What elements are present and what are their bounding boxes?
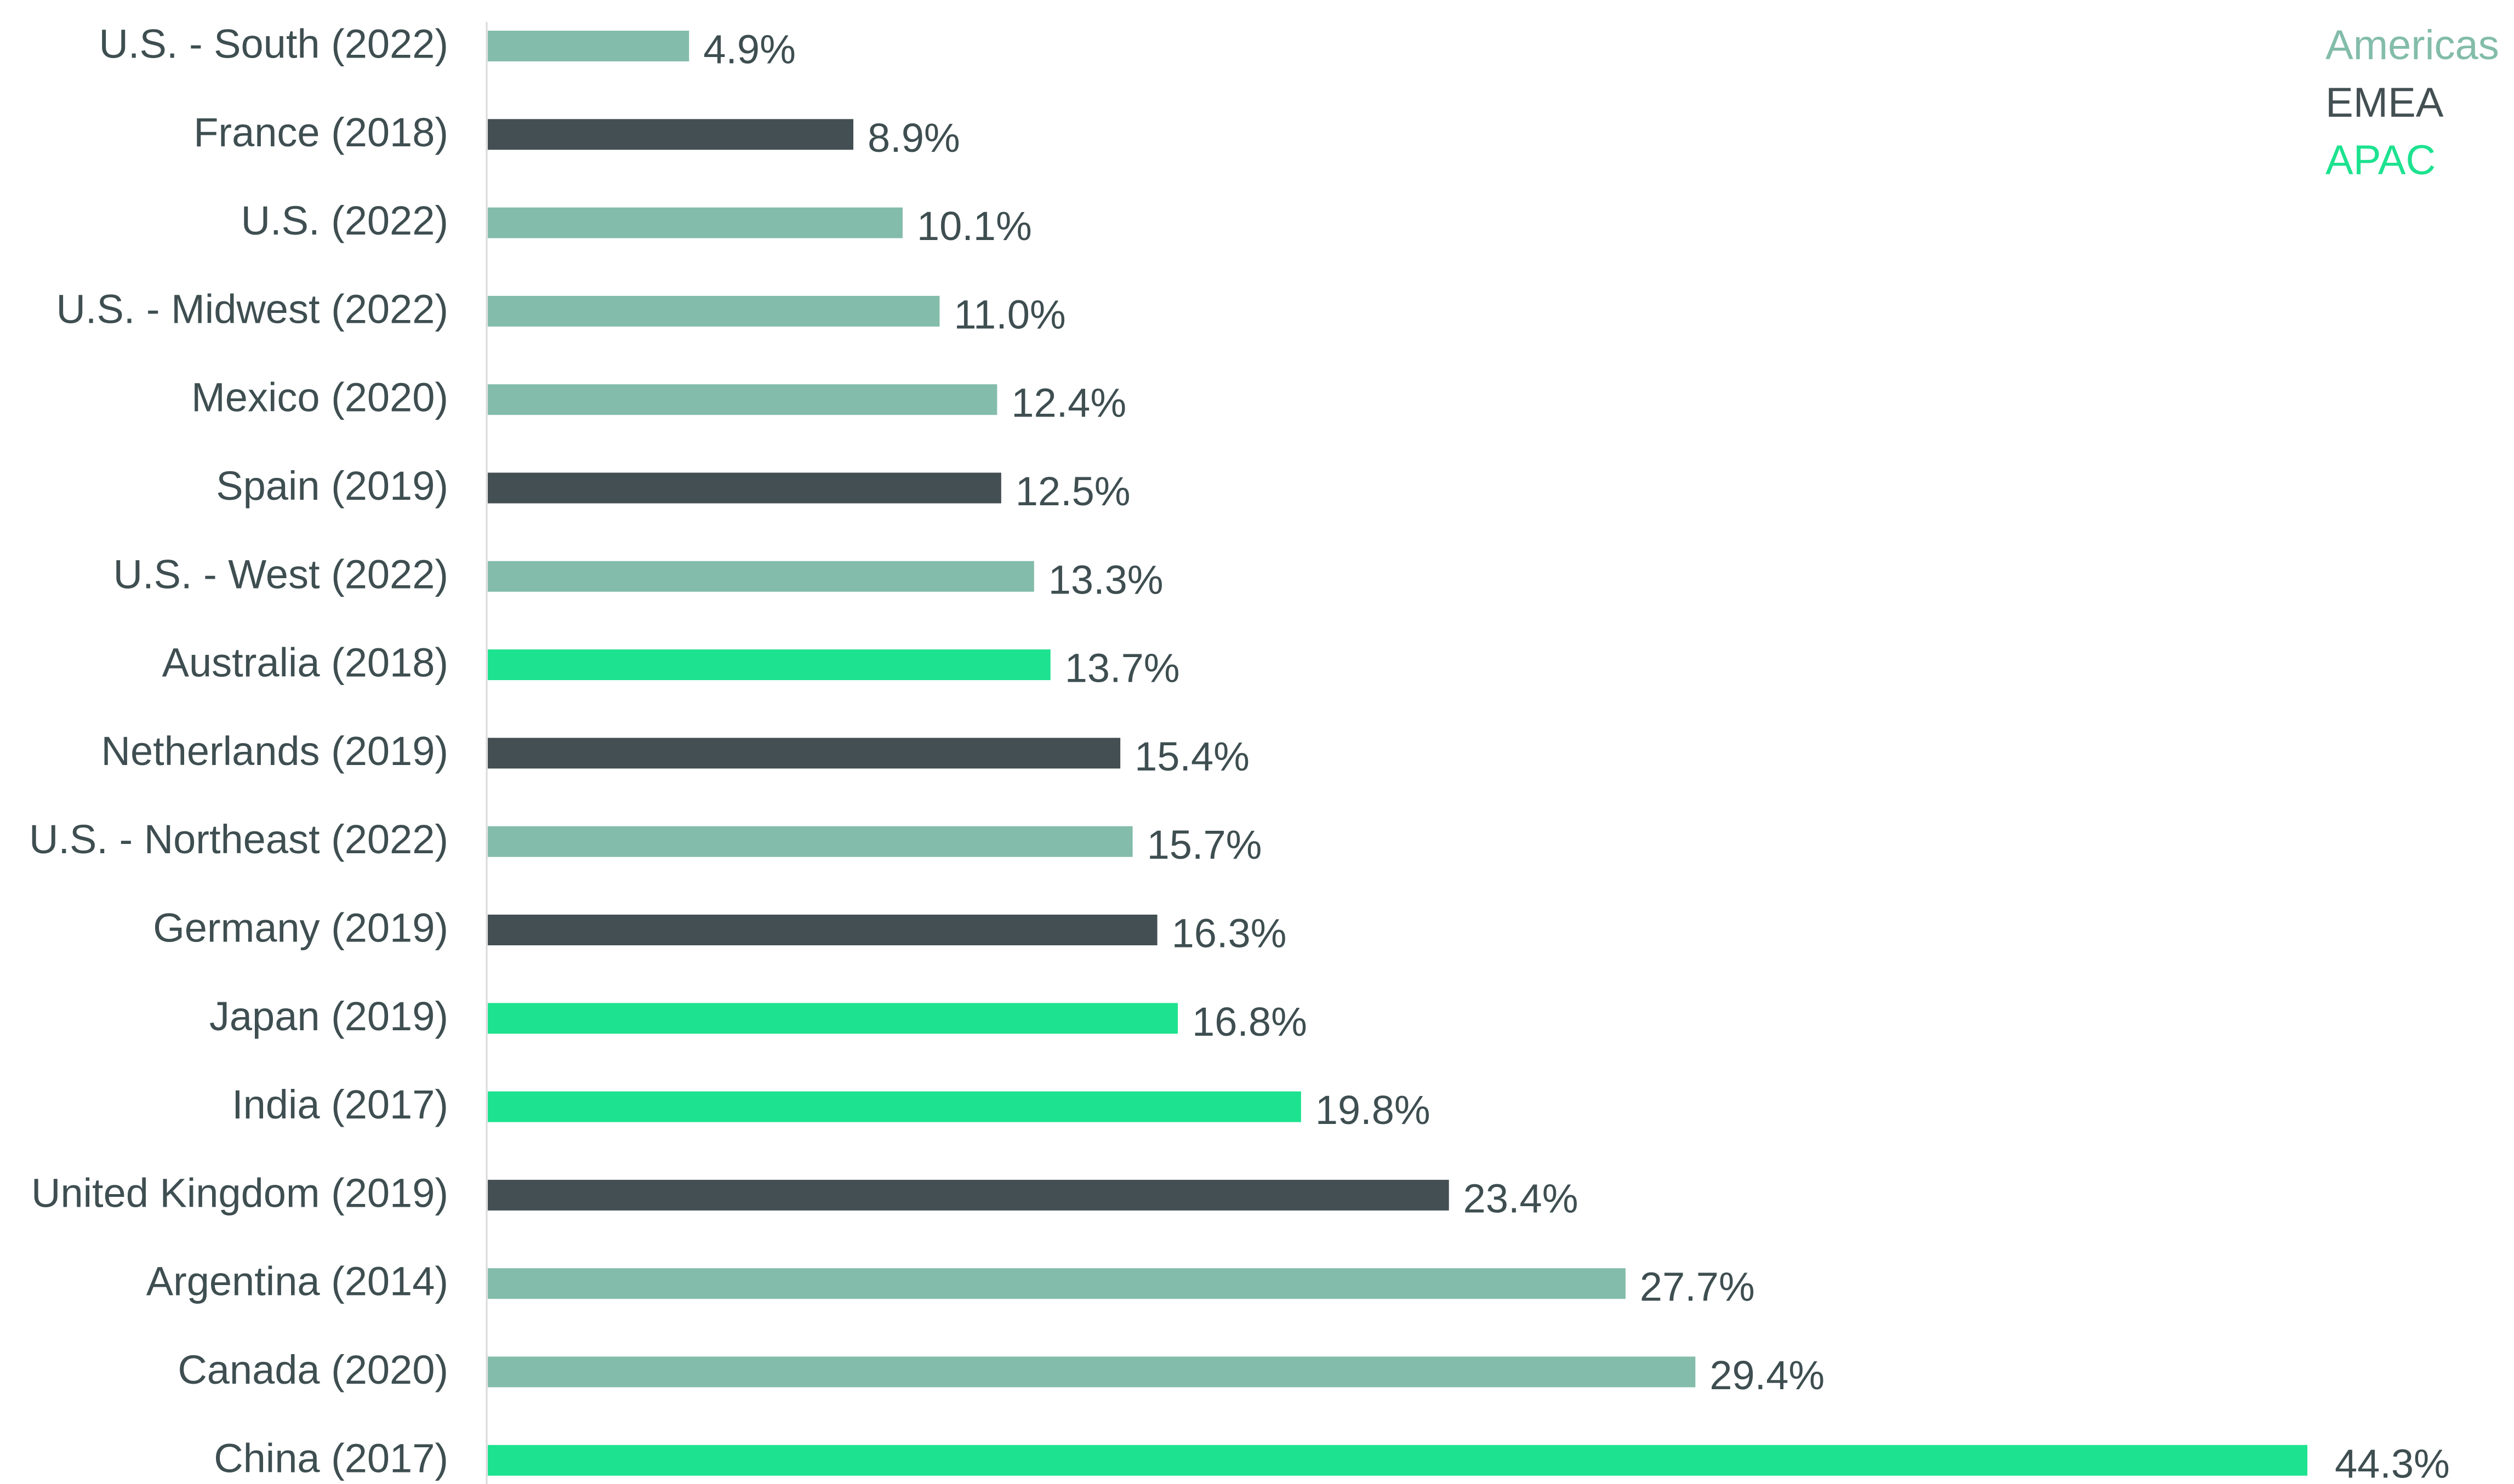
value-labels: 4.9% 8.9% 10.1% 11.0% 12.4% 12.5% 13.3% 13.7% 15… (703, 27, 2450, 1484)
bar (488, 915, 1158, 945)
legend-entry-emea: EMEA (2325, 79, 2444, 126)
category-label: U.S. (2022) (241, 198, 448, 243)
value-label: 16.3% (1172, 911, 1287, 956)
bar (488, 207, 903, 238)
legend-entry-americas: Americas (2325, 22, 2499, 69)
legend: Americas EMEA APAC (2325, 22, 2499, 184)
value-label: 10.1% (917, 203, 1032, 249)
value-label: 13.7% (1065, 646, 1180, 691)
category-label: India (2017) (232, 1082, 448, 1127)
value-label: 16.8% (1192, 999, 1307, 1044)
bar (488, 1268, 1626, 1299)
value-label: 8.9% (868, 115, 960, 161)
value-label: 12.5% (1016, 469, 1131, 514)
category-label: U.S. - South (2022) (99, 21, 448, 67)
legend-entry-apac: APAC (2325, 137, 2436, 184)
bar (488, 738, 1121, 769)
category-label: Australia (2018) (162, 640, 448, 686)
bar (488, 1179, 1449, 1211)
value-label: 4.9% (703, 27, 796, 72)
bar (488, 119, 853, 150)
category-label: China (2017) (214, 1435, 448, 1481)
value-label: 15.7% (1147, 822, 1262, 867)
bar (488, 1356, 1696, 1388)
category-label: Japan (2019) (209, 994, 448, 1039)
value-label: 15.4% (1135, 734, 1250, 779)
bar (488, 826, 1133, 857)
category-label: France (2018) (193, 110, 448, 155)
bar (488, 649, 1051, 681)
bar (488, 295, 940, 327)
category-label: U.S. - West (2022) (113, 551, 448, 597)
value-label: 19.8% (1315, 1087, 1430, 1133)
category-label: Spain (2019) (216, 463, 448, 509)
value-label: 23.4% (1463, 1175, 1578, 1221)
category-labels: U.S. - South (2022) France (2018) U.S. (20… (29, 21, 448, 1481)
category-label: U.S. - Northeast (2022) (29, 817, 448, 862)
category-label: United Kingdom (2019) (31, 1170, 448, 1215)
value-label: 11.0% (954, 292, 1065, 337)
category-label: Canada (2020) (178, 1347, 448, 1392)
value-label: 29.4% (1709, 1352, 1825, 1398)
value-label: 12.4% (1011, 380, 1126, 426)
category-label: Mexico (2020) (191, 375, 448, 420)
bar (488, 384, 997, 415)
bars-group (488, 31, 2307, 1476)
category-label: Germany (2019) (153, 905, 448, 951)
bar (488, 1445, 2307, 1476)
value-label: 13.3% (1048, 557, 1164, 602)
value-label: 44.3% (2335, 1441, 2450, 1484)
bar (488, 472, 1001, 504)
bar (488, 561, 1034, 592)
value-label: 27.7% (1640, 1264, 1755, 1310)
category-label: Argentina (2014) (146, 1259, 448, 1304)
bar (488, 1003, 1178, 1034)
bar (488, 31, 689, 61)
bar (488, 1091, 1301, 1122)
category-label: U.S. - Midwest (2022) (56, 286, 448, 332)
category-label: Netherlands (2019) (101, 728, 448, 774)
